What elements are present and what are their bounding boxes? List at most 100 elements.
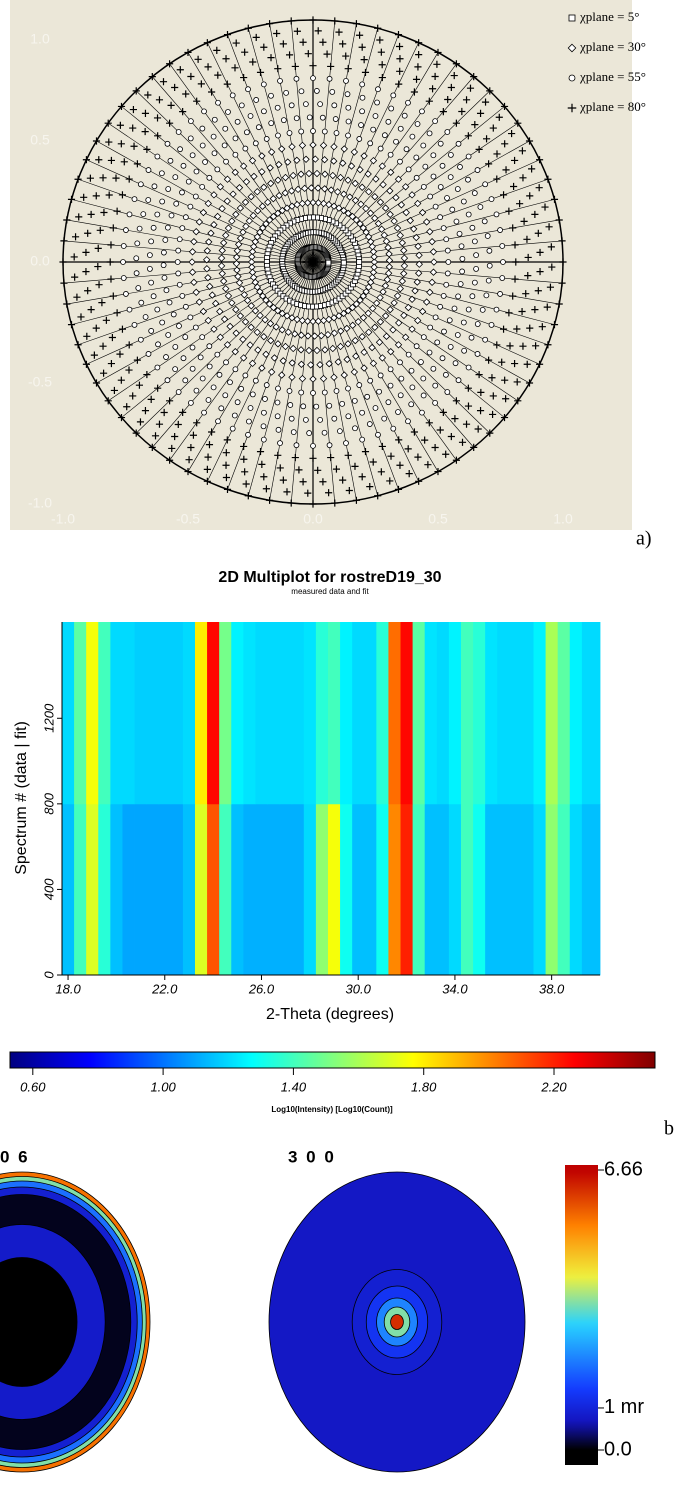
marker <box>310 128 316 134</box>
marker <box>217 262 226 270</box>
marker <box>145 167 152 173</box>
marker <box>210 325 218 333</box>
marker <box>192 324 199 331</box>
marker <box>288 202 296 210</box>
marker <box>421 436 429 444</box>
marker <box>520 217 528 225</box>
marker <box>223 359 229 366</box>
heatmap-cell <box>279 803 293 976</box>
marker <box>432 118 439 125</box>
heatmap-cell <box>122 622 135 805</box>
marker <box>524 272 532 280</box>
marker <box>94 262 102 271</box>
marker <box>129 392 137 400</box>
marker <box>228 299 236 307</box>
heatmap-cell <box>146 803 160 976</box>
marker <box>258 364 266 372</box>
marker <box>371 323 379 331</box>
marker <box>444 247 451 254</box>
marker <box>401 333 410 341</box>
marker <box>180 355 187 362</box>
marker <box>166 60 174 68</box>
marker <box>232 151 239 158</box>
marker <box>273 29 281 38</box>
marker <box>396 67 404 75</box>
marker <box>452 456 460 464</box>
marker <box>141 407 150 415</box>
marker <box>227 379 233 386</box>
marker <box>352 496 360 504</box>
marker <box>510 182 518 191</box>
marker <box>199 142 206 149</box>
marker <box>237 285 246 293</box>
marker <box>305 169 313 178</box>
meridian <box>248 28 314 263</box>
marker <box>429 268 438 276</box>
marker <box>268 120 275 127</box>
marker <box>465 211 472 218</box>
marker <box>223 485 232 493</box>
marker <box>358 122 364 128</box>
meridian <box>312 219 560 263</box>
marker <box>162 237 169 243</box>
marker <box>187 72 195 81</box>
marker <box>172 366 179 373</box>
marker <box>536 360 544 368</box>
x-axis-label: 2-Theta (degrees) <box>266 1006 394 1023</box>
marker <box>519 342 527 350</box>
marker <box>234 118 241 125</box>
marker <box>343 440 349 446</box>
marker <box>381 312 390 320</box>
marker <box>505 207 513 215</box>
marker <box>543 303 551 311</box>
marker <box>473 252 479 259</box>
marker <box>269 194 277 203</box>
marker <box>402 208 410 217</box>
pole-figure-title: 0 6 <box>0 1147 30 1166</box>
marker <box>290 429 297 436</box>
marker <box>215 418 221 425</box>
marker <box>215 99 221 106</box>
marker <box>314 199 323 207</box>
heatmap-cell <box>545 622 559 805</box>
meridian <box>66 261 314 305</box>
marker <box>120 158 128 166</box>
marker <box>339 400 346 407</box>
marker <box>443 281 450 288</box>
heatmap-cell <box>436 622 450 805</box>
marker <box>409 384 416 391</box>
marker <box>74 175 82 183</box>
marker <box>364 283 373 291</box>
marker <box>518 147 526 155</box>
marker <box>160 408 168 417</box>
marker <box>239 335 247 344</box>
marker <box>464 132 472 140</box>
marker <box>471 279 478 286</box>
marker <box>129 105 137 114</box>
marker <box>270 354 279 362</box>
marker <box>63 216 71 224</box>
meridian <box>312 52 439 263</box>
marker <box>293 75 300 82</box>
marker <box>185 178 192 185</box>
marker <box>210 191 218 199</box>
marker <box>370 253 378 261</box>
marker <box>414 242 422 251</box>
marker <box>189 431 197 439</box>
heatmap-cell <box>74 803 87 976</box>
meridian <box>312 261 419 482</box>
marker <box>168 212 175 219</box>
meridian <box>312 199 555 263</box>
marker <box>298 128 305 135</box>
heatmap-cell <box>303 622 317 805</box>
x-tick-label: 34.0 <box>442 981 468 996</box>
marker <box>345 413 352 420</box>
marker <box>241 198 250 206</box>
marker <box>82 248 90 256</box>
marker <box>531 306 539 314</box>
marker <box>299 38 307 46</box>
marker <box>387 382 394 389</box>
marker <box>133 356 141 364</box>
marker <box>339 40 347 48</box>
marker <box>372 405 379 411</box>
